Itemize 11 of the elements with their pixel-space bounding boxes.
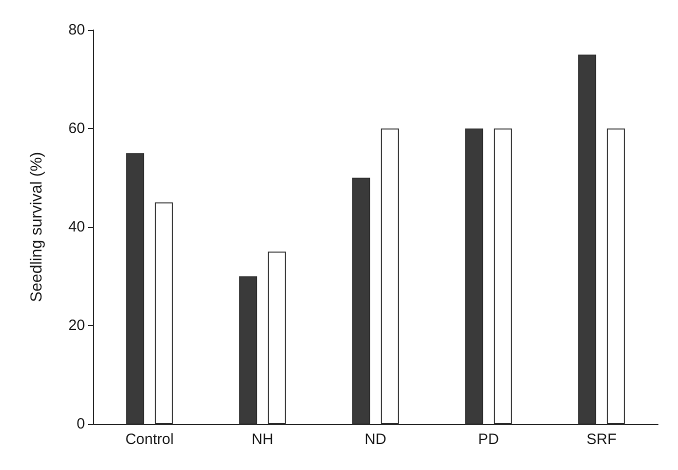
y-tick-label: 60 [68,120,85,137]
y-tick-label: 40 [68,218,85,236]
y-axis-title: Seedling survival (%) [28,152,46,302]
y-tick-label: 80 [68,22,85,38]
x-tick-label: NH [252,431,274,448]
x-tick-label: SRF [586,431,616,448]
y-tick-label: 20 [68,317,85,334]
x-tick-label: ND [364,431,386,448]
x-tick-label: Control [125,431,174,448]
y-tick-label: 0 [76,416,85,432]
x-tick-label: PD [478,431,500,448]
